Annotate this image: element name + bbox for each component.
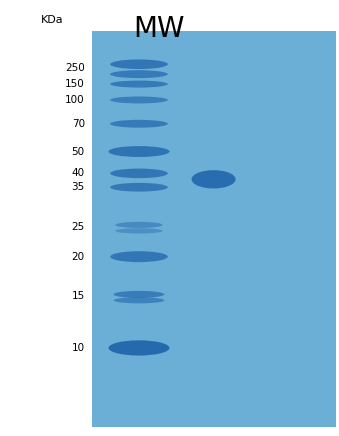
Text: 100: 100 xyxy=(65,95,85,105)
Ellipse shape xyxy=(114,291,164,298)
Text: 35: 35 xyxy=(72,182,85,192)
Ellipse shape xyxy=(110,70,168,78)
Ellipse shape xyxy=(110,120,168,128)
Ellipse shape xyxy=(110,169,168,178)
FancyBboxPatch shape xyxy=(92,31,336,427)
Ellipse shape xyxy=(110,183,168,191)
Ellipse shape xyxy=(114,297,164,303)
Ellipse shape xyxy=(110,96,168,103)
Ellipse shape xyxy=(108,341,170,356)
Text: MW: MW xyxy=(134,15,185,43)
Ellipse shape xyxy=(115,222,163,228)
Text: 25: 25 xyxy=(72,222,85,232)
Ellipse shape xyxy=(192,170,236,188)
Ellipse shape xyxy=(110,251,168,262)
Text: 40: 40 xyxy=(72,168,85,178)
Text: 15: 15 xyxy=(72,291,85,301)
Text: 50: 50 xyxy=(72,146,85,157)
Ellipse shape xyxy=(115,228,163,234)
Ellipse shape xyxy=(110,81,168,88)
Text: 70: 70 xyxy=(72,119,85,129)
Ellipse shape xyxy=(110,59,168,69)
Text: 10: 10 xyxy=(72,343,85,353)
Text: 250: 250 xyxy=(65,63,85,73)
Text: KDa: KDa xyxy=(41,15,64,25)
Text: 20: 20 xyxy=(72,252,85,262)
Text: 150: 150 xyxy=(65,79,85,89)
Ellipse shape xyxy=(108,146,170,157)
